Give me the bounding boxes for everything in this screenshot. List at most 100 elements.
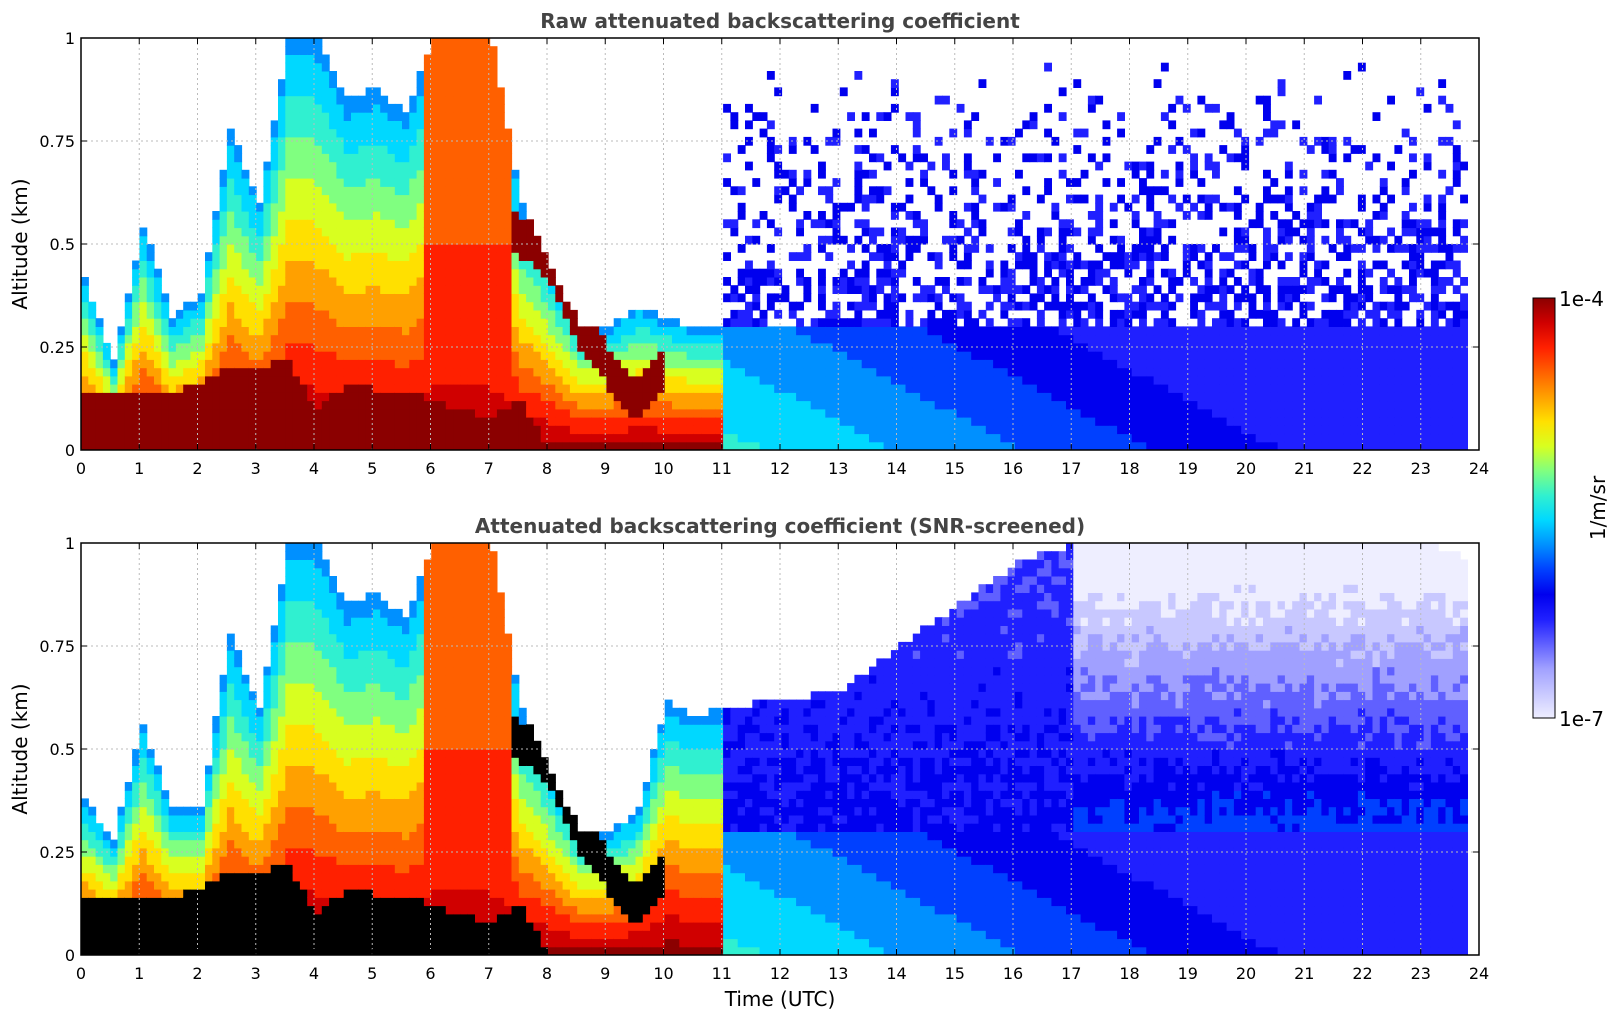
panel-raw-cell <box>351 103 359 113</box>
panel-raw-cell <box>402 145 410 154</box>
panel-raw-cell <box>416 301 425 311</box>
panel-raw-cell <box>584 417 593 426</box>
panel-raw-cell <box>1328 194 1337 204</box>
panel-raw-cell <box>431 318 440 327</box>
panel-raw-cell <box>1299 235 1308 245</box>
panel-raw-cell <box>993 293 1001 303</box>
panel-raw-cell <box>1241 359 1250 369</box>
panel-raw-cell <box>686 384 695 393</box>
panel-raw-cell <box>445 268 454 278</box>
panel-raw-cell <box>336 161 345 171</box>
panel-raw-cell <box>1284 194 1293 204</box>
panel-raw-cell <box>445 252 454 261</box>
panel-raw-cell <box>927 326 936 336</box>
panel-raw-cell <box>825 334 834 344</box>
panel-raw-cell <box>847 301 855 311</box>
panel-raw-cell <box>270 318 279 327</box>
panel-raw-cell <box>1379 359 1388 369</box>
panel-raw-cell <box>1255 351 1264 360</box>
panel-raw-cell <box>1146 408 1155 418</box>
panel-raw-cell <box>533 301 542 311</box>
panel-raw-cell <box>263 392 272 402</box>
panel-raw-cell <box>766 71 775 80</box>
panel-raw-cell <box>818 359 826 369</box>
panel-raw-cell <box>241 268 250 278</box>
panel-raw-cell <box>321 211 330 220</box>
panel-raw-cell <box>1226 326 1235 336</box>
panel-raw-cell <box>1131 375 1140 385</box>
panel-raw-cell <box>285 95 294 105</box>
panel-raw-cell <box>854 441 863 450</box>
panel-raw-cell <box>1160 186 1169 196</box>
panel-raw-cell <box>562 392 571 402</box>
panel-raw-cell <box>715 433 724 443</box>
panel-raw-cell <box>387 425 396 435</box>
panel-raw-cell <box>635 326 644 336</box>
panel-raw-cell <box>394 359 403 369</box>
panel-raw-cell <box>1058 441 1067 450</box>
panel-raw-cell <box>1117 334 1125 344</box>
panel-raw-cell <box>803 392 812 402</box>
panel-raw-cell <box>708 326 717 336</box>
panel-raw-cell <box>1102 392 1111 402</box>
panel-raw-cell <box>847 260 855 270</box>
panel-raw-cell <box>1000 433 1009 443</box>
panel-raw-cell <box>380 392 389 402</box>
panel-raw-cell <box>496 277 505 286</box>
panel-raw-cell <box>467 71 476 80</box>
panel-raw-cell <box>971 408 980 418</box>
panel-raw-cell <box>278 103 286 113</box>
panel-raw-cell <box>956 334 965 344</box>
panel-raw-cell <box>438 112 447 121</box>
panel-raw-cell <box>1204 301 1213 311</box>
panel-raw-cell <box>1328 441 1337 450</box>
panel-raw-cell <box>1175 136 1184 146</box>
panel-raw-cell <box>504 235 513 245</box>
panel-raw-cell <box>971 351 980 360</box>
panel-raw-cell <box>796 334 804 344</box>
panel-raw-cell <box>1197 351 1206 360</box>
panel-raw-cell <box>292 211 301 220</box>
panel-raw-cell <box>577 400 586 410</box>
panel-raw-cell <box>825 433 834 443</box>
panel-raw-cell <box>511 219 520 229</box>
panel-raw-cell <box>372 87 381 97</box>
panel-raw-cell <box>460 342 469 352</box>
panel-raw-cell <box>248 211 257 220</box>
panel-raw-cell <box>1036 342 1045 352</box>
panel-raw-cell <box>869 128 877 138</box>
panel-raw-cell <box>518 351 527 360</box>
panel-raw-cell <box>1204 342 1213 352</box>
panel-raw-cell <box>1080 260 1089 270</box>
panel-raw-cell <box>1117 441 1125 450</box>
panel-raw-cell <box>1226 153 1235 163</box>
panel-raw-cell <box>818 268 826 278</box>
panel-raw-cell <box>416 103 425 113</box>
panel-raw-cell <box>650 425 658 435</box>
panel-raw-cell <box>1190 433 1198 443</box>
panel-raw-cell <box>1314 136 1322 146</box>
panel-raw-cell <box>1153 417 1162 426</box>
panel-raw-cell <box>1263 309 1271 319</box>
panel-raw-cell <box>460 136 469 146</box>
panel-raw-cell <box>496 433 505 443</box>
panel-raw-cell <box>985 367 994 377</box>
panel-raw-cell <box>1255 441 1264 450</box>
panel-raw-cell <box>869 334 877 344</box>
panel-raw-cell <box>248 351 257 360</box>
panel-raw-cell <box>394 392 403 402</box>
panel-raw-cell <box>1022 359 1031 369</box>
panel-raw-cell <box>329 367 337 377</box>
panel-raw-cell <box>657 334 666 344</box>
panel-raw-cell <box>1306 384 1315 393</box>
panel-raw-cell <box>504 227 513 237</box>
panel-raw-cell <box>285 309 294 319</box>
panel-raw-cell <box>540 342 549 352</box>
panel-raw-cell <box>766 375 775 385</box>
panel-raw-cell <box>1255 375 1264 385</box>
panel-raw-cell <box>818 425 826 435</box>
panel-raw-cell <box>226 252 235 261</box>
panel-raw-cell <box>197 359 206 369</box>
panel-raw-cell <box>372 186 381 196</box>
panel-raw-cell <box>460 367 469 377</box>
